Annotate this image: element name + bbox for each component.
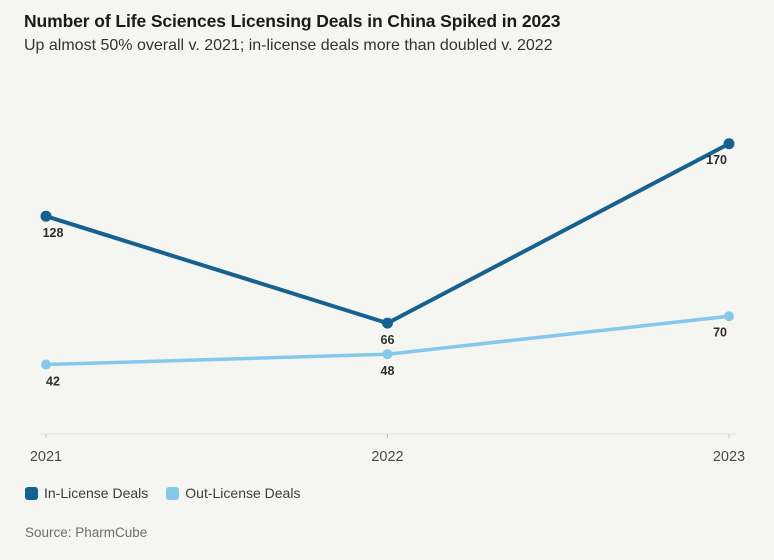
data-point-out-license-deals-2023 [724, 311, 734, 322]
data-point-out-license-deals-2021 [41, 359, 51, 370]
legend-item-in-license: In-License Deals [25, 485, 148, 501]
chart-subtitle: Up almost 50% overall v. 2021; in-licens… [24, 37, 553, 54]
data-point-in-license-deals-2022 [382, 317, 393, 329]
legend-item-out-license: Out-License Deals [166, 485, 300, 501]
data-point-in-license-deals-2021 [40, 210, 52, 222]
data-point-out-license-deals-2022 [382, 349, 393, 360]
x-axis-label-2023: 2023 [713, 449, 745, 465]
value-label-in-license-deals-2023: 170 [706, 153, 727, 167]
source-attribution: Source: PharmCube [25, 525, 148, 540]
x-axis-label-2022: 2022 [371, 449, 403, 465]
value-label-out-license-deals-2023: 70 [713, 325, 727, 339]
chart-title: Number of Life Sciences Licensing Deals … [24, 11, 561, 31]
data-point-in-license-deals-2023 [723, 138, 735, 150]
series-line-in-license-deals [44, 141, 731, 326]
x-axis-label-2021: 2021 [30, 449, 62, 465]
value-label-out-license-deals-2022: 48 [381, 364, 395, 378]
out-license-legend-label: Out-License Deals [185, 485, 301, 501]
value-label-out-license-deals-2021: 42 [46, 375, 60, 389]
in-license-legend-label: In-License Deals [44, 485, 149, 501]
value-label-in-license-deals-2021: 128 [43, 226, 64, 240]
value-label-in-license-deals-2022: 66 [381, 333, 395, 347]
legend: In-License Deals Out-License Deals [25, 485, 300, 501]
in-license-legend-swatch [25, 486, 38, 500]
out-license-legend-swatch [166, 486, 180, 500]
